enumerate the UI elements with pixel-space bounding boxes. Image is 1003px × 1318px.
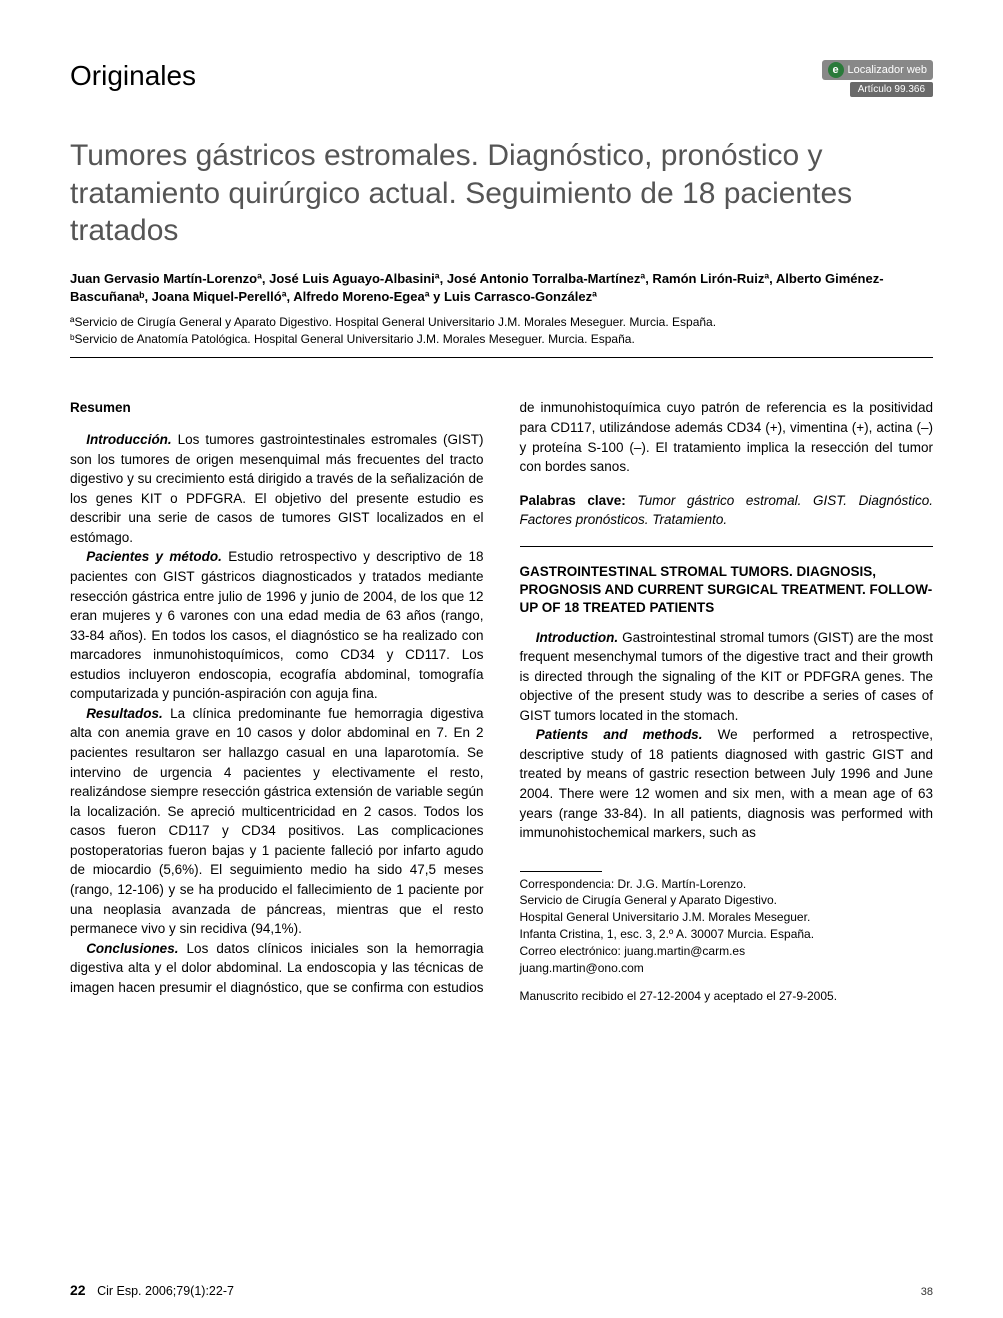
- abstract-title-en: GASTROINTESTINAL STROMAL TUMORS. DIAGNOS…: [520, 563, 934, 618]
- footer-left: 22 Cir Esp. 2006;79(1):22-7: [70, 1282, 234, 1298]
- keywords-label: Palabras clave:: [520, 493, 626, 508]
- manuscript-dates: Manuscrito recibido el 27-12-2004 y acep…: [520, 988, 934, 1005]
- results-text: La clínica predominante fue hemorragia d…: [70, 706, 484, 936]
- footer-right: 38: [921, 1286, 933, 1298]
- abstract-heading-es: Resumen: [70, 398, 484, 418]
- web-locator-badge: e Localizador web Artículo 99.366: [822, 60, 934, 97]
- affiliation-b: ᵇServicio de Anatomía Patológica. Hospit…: [70, 331, 933, 348]
- article-title: Tumores gástricos estromales. Diagnóstic…: [70, 137, 890, 250]
- correspondence: Correspondencia: Dr. J.G. Martín-Lorenzo…: [520, 876, 934, 977]
- patients-en-text: We performed a retrospective, descriptiv…: [520, 727, 934, 840]
- abstract-intro-en: Introduction. Gastrointestinal stromal t…: [520, 628, 934, 726]
- abstract-results-es: Resultados. La clínica predominante fue …: [70, 704, 484, 939]
- corr-dept: Servicio de Cirugía General y Aparato Di…: [520, 892, 934, 909]
- conclusions-lead: Conclusiones.: [86, 941, 178, 956]
- page-footer: 22 Cir Esp. 2006;79(1):22-7 38: [70, 1282, 933, 1298]
- intro-text: Los tumores gastrointestinales estromale…: [70, 432, 484, 545]
- section-label: Originales: [70, 60, 196, 92]
- title-rule: [70, 357, 933, 358]
- page-number: 22: [70, 1282, 86, 1298]
- footer-citation: Cir Esp. 2006;79(1):22-7: [97, 1284, 234, 1298]
- affiliation-a: ªServicio de Cirugía General y Aparato D…: [70, 314, 933, 331]
- intro-en-lead: Introduction.: [536, 630, 618, 645]
- corr-email-label: Correo electrónico:: [520, 944, 625, 958]
- abstract-patients-en: Patients and methods. We performed a ret…: [520, 725, 934, 842]
- abstract-columns: Resumen Introducción. Los tumores gastro…: [70, 398, 933, 1005]
- corr-email-line: Correo electrónico: juang.martin@carm.es: [520, 943, 934, 960]
- results-lead: Resultados.: [86, 706, 163, 721]
- patients-lead: Pacientes y método.: [86, 549, 222, 564]
- web-locator-top: e Localizador web: [822, 60, 934, 80]
- affiliations: ªServicio de Cirugía General y Aparato D…: [70, 314, 933, 348]
- e-icon: e: [828, 62, 844, 78]
- correspondence-block: Correspondencia: Dr. J.G. Martín-Lorenzo…: [520, 871, 934, 1006]
- keywords-es: Palabras clave: Tumor gástrico estromal.…: [520, 491, 934, 530]
- correspondence-rule: [520, 871, 602, 872]
- intro-lead: Introducción.: [86, 432, 172, 447]
- patients-text: Estudio retrospectivo y descriptivo de 1…: [70, 549, 484, 701]
- corr-address: Infanta Cristina, 1, esc. 3, 2.º A. 3000…: [520, 926, 934, 943]
- corr-email1: juang.martin@carm.es: [624, 944, 745, 958]
- authors-list: Juan Gervasio Martín-Lorenzoª, José Luis…: [70, 270, 933, 306]
- corr-hospital: Hospital General Universitario J.M. Mora…: [520, 909, 934, 926]
- corr-email2: juang.martin@ono.com: [520, 960, 934, 977]
- patients-en-lead: Patients and methods.: [536, 727, 703, 742]
- abstract-intro-es: Introducción. Los tumores gastrointestin…: [70, 430, 484, 547]
- web-locator-label: Localizador web: [848, 64, 928, 76]
- column-rule: [520, 546, 934, 547]
- corr-to: Correspondencia: Dr. J.G. Martín-Lorenzo…: [520, 876, 934, 893]
- web-locator-article: Artículo 99.366: [850, 82, 933, 97]
- abstract-patients-es: Pacientes y método. Estudio retrospectiv…: [70, 547, 484, 704]
